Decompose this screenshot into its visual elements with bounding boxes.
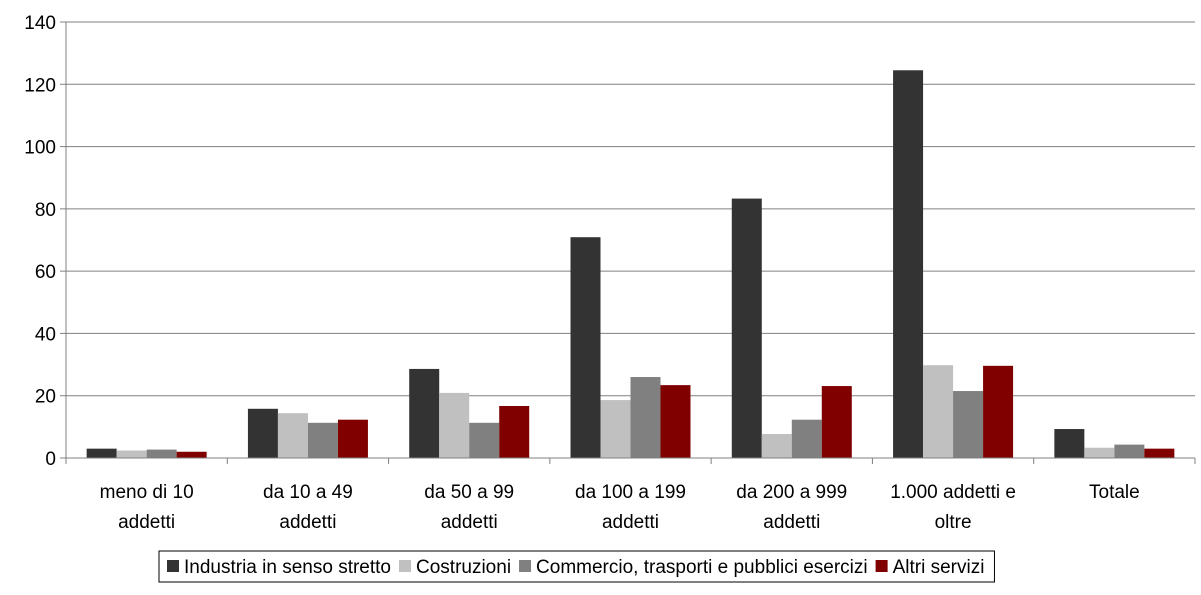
bar-2-5	[761, 434, 792, 458]
bar-4-7	[1144, 448, 1175, 458]
bar-1-6	[893, 70, 924, 459]
x-category-label: 1.000 addetti e oltre	[890, 482, 1016, 533]
legend-swatch	[167, 560, 179, 572]
bar-1-5	[731, 198, 762, 458]
bar-2-3	[439, 392, 470, 458]
bar-3-1	[146, 449, 177, 458]
y-tick-label: 80	[35, 200, 56, 221]
y-axis-ticks: 0 20 40 60 80 100 120 140	[24, 13, 66, 470]
bar-2-7	[1084, 447, 1115, 458]
bar-3-7	[1114, 444, 1145, 458]
bar-4-5	[821, 386, 852, 458]
bar-2-2	[277, 413, 308, 458]
y-tick-label: 40	[35, 324, 56, 345]
bar-1-1	[86, 448, 117, 458]
legend-label: Commercio, trasporti e pubblici esercizi	[536, 557, 868, 578]
y-tick-label: 100	[24, 138, 56, 159]
y-tick-label: 20	[35, 387, 56, 408]
legend-label: Industria in senso stretto	[184, 557, 391, 578]
bar-1-7	[1054, 429, 1085, 458]
gridlines	[66, 21, 1195, 397]
x-category-label: da 200 a 999 addetti	[736, 482, 847, 533]
bar-2-1	[116, 450, 147, 458]
bar-1-4	[570, 237, 601, 458]
x-category-label: da 50 a 99 addetti	[424, 482, 514, 533]
bars	[86, 70, 1175, 459]
x-category-label: Totale	[1089, 482, 1140, 503]
bar-4-1	[176, 451, 207, 458]
bar-4-6	[983, 365, 1014, 458]
bar-3-5	[791, 419, 822, 458]
legend-swatch	[399, 560, 411, 572]
legend-swatch	[875, 560, 888, 572]
legend-label: Altri servizi	[893, 557, 985, 578]
bar-1-3	[409, 368, 440, 458]
x-axis-category-labels: meno di 10 addetti da 10 a 49 addetti da 50 …	[100, 482, 1140, 533]
x-category-label: da 10 a 49 addetti	[263, 482, 353, 533]
bar-3-6	[953, 391, 984, 458]
x-category-label: meno di 10 addetti	[100, 482, 194, 533]
legend-swatch	[519, 560, 532, 572]
bar-4-2	[337, 419, 368, 458]
y-tick-label: 60	[35, 262, 56, 283]
y-tick-label: 140	[24, 13, 56, 34]
bar-4-3	[499, 405, 530, 458]
bar-3-2	[307, 422, 338, 458]
bar-2-6	[923, 365, 954, 458]
axes	[65, 22, 1196, 464]
x-category-label: da 100 a 199 addetti	[575, 482, 686, 533]
bar-3-4	[630, 377, 661, 458]
bar-2-4	[600, 400, 631, 458]
legend-box	[158, 550, 995, 583]
legend: Industria in senso stretto Costruzioni Com…	[158, 550, 995, 583]
y-tick-label: 0	[45, 449, 56, 470]
bar-3-3	[469, 422, 500, 458]
bar-1-2	[247, 408, 278, 458]
legend-label: Costruzioni	[416, 557, 511, 578]
bar-4-4	[660, 385, 691, 458]
y-tick-label: 120	[24, 75, 56, 96]
